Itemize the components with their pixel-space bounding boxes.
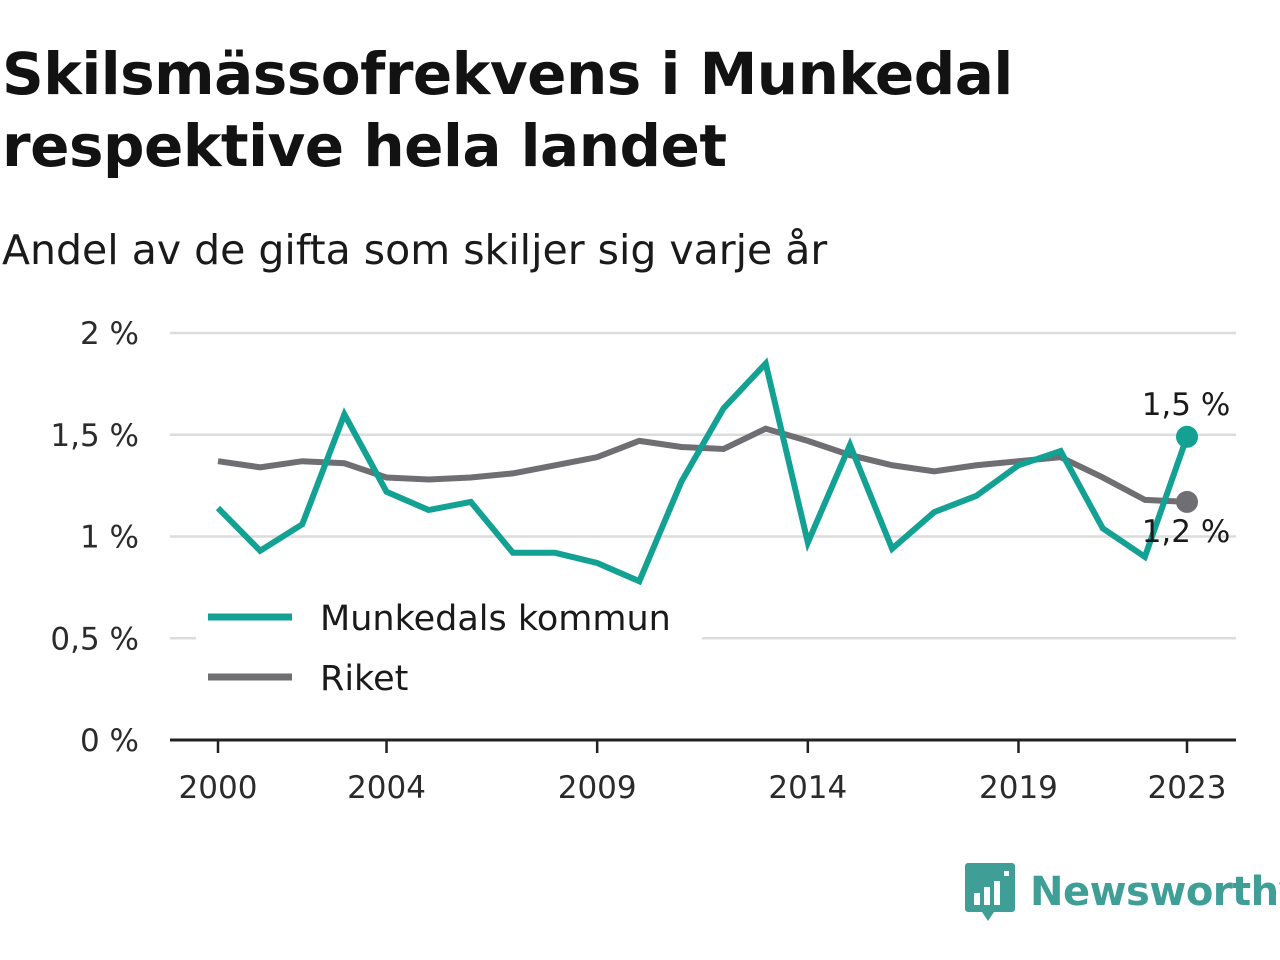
- series-line-munkedal: [215, 357, 1190, 586]
- brand-name: Newsworthy: [1030, 869, 1280, 915]
- y-tick-label: 0,5 %: [50, 621, 139, 657]
- x-tick-label: 2014: [768, 770, 847, 806]
- legend: Munkedals kommun Riket: [196, 592, 702, 704]
- newsworthy-bars-icon: [965, 863, 1015, 921]
- legend-item-munkedal: Munkedals kommun: [208, 599, 671, 639]
- legend-background: [196, 592, 702, 704]
- legend-item-riket: Riket: [208, 659, 408, 699]
- x-tick-label: 2019: [979, 770, 1058, 806]
- y-axis-ticks: 0 % 0,5 % 1 % 1,5 % 2 %: [50, 316, 139, 759]
- y-tick-label: 0 %: [80, 723, 139, 759]
- x-tick-label: 2023: [1148, 770, 1227, 806]
- y-tick-label: 2 %: [80, 316, 139, 352]
- x-tick-label: 2000: [179, 770, 258, 806]
- newsworthy-logo: Newsworthy: [964, 862, 1280, 922]
- end-label-munkedal: 1,5 %: [1142, 387, 1231, 423]
- end-label-riket: 1,2 %: [1142, 514, 1231, 550]
- chart-title: Skilsmässofrekvens i Munkedal respektive…: [2, 40, 1013, 180]
- chart-subtitle: Andel av de gifta som skiljer sig varje …: [2, 226, 828, 274]
- y-tick-label: 1 %: [80, 520, 139, 556]
- x-tick-label: 2009: [558, 770, 637, 806]
- series-lines: [215, 357, 1190, 586]
- legend-label-riket: Riket: [320, 659, 408, 699]
- end-point-riket: [1176, 490, 1198, 513]
- legend-label-munkedal: Munkedals kommun: [320, 599, 671, 639]
- y-tick-label: 1,5 %: [50, 418, 139, 454]
- x-axis-ticks: 2000 2004 2009 2014 2019 2023: [179, 740, 1227, 806]
- x-tick-label: 2004: [347, 770, 426, 806]
- end-point-munkedal: [1176, 425, 1198, 448]
- end-markers: 1,5 % 1,2 %: [1142, 387, 1231, 550]
